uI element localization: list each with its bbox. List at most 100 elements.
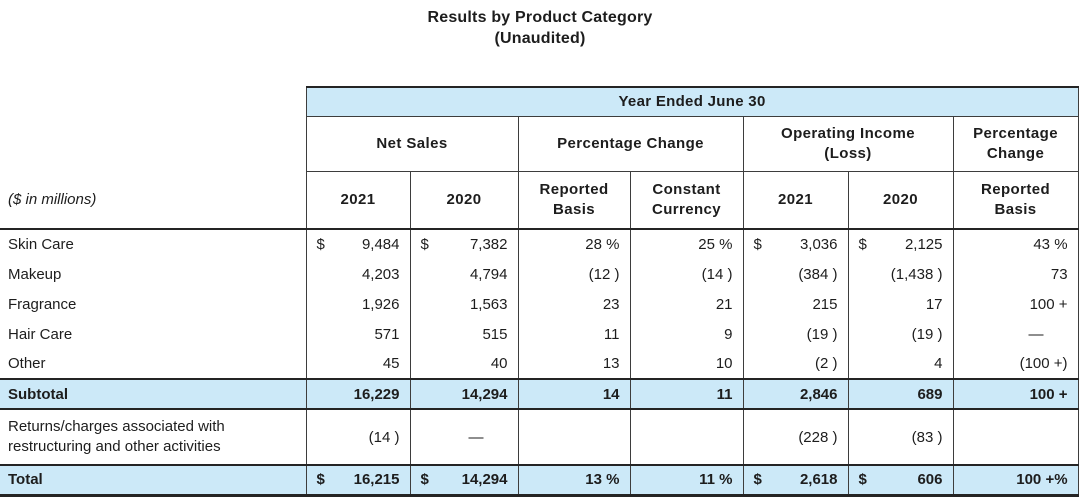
data-cell: $14,294 [409, 464, 519, 497]
data-cell: 25 % [629, 229, 744, 259]
row-label: Total [0, 464, 307, 497]
cell-value: 2,125 [904, 236, 943, 253]
cell-value: 7,382 [469, 236, 508, 253]
group-operating-income: Operating Income (Loss) [742, 115, 954, 172]
data-cell: 21 [629, 289, 744, 319]
data-cell: 571 [305, 319, 411, 349]
data-cell: 11 % [629, 464, 744, 497]
data-cell: (19 ) [742, 319, 849, 349]
dollar-sign: $ [316, 236, 325, 253]
data-cell: 28 % [517, 229, 631, 259]
data-cell: $3,036 [742, 229, 849, 259]
group-net-sales: Net Sales [305, 115, 519, 172]
table-row: Subtotal 16,229 14,294 14 11 2,846 689 100 + [0, 378, 1079, 410]
header-row-columns: ($ in millions) 2021 2020 Reported Basis… [0, 170, 1079, 230]
data-cell: 17 [847, 289, 954, 319]
data-cell: 100 +% [952, 464, 1079, 497]
group-percentage-change-2: Percentage Change [952, 115, 1079, 172]
data-cell: 11 [517, 319, 631, 349]
data-cell: 16,229 [305, 378, 411, 410]
data-cell: 43 % [952, 229, 1079, 259]
data-cell: $9,484 [305, 229, 411, 259]
data-cell: 23 [517, 289, 631, 319]
data-cell: 4 [847, 349, 954, 379]
data-cell: 10 [629, 349, 744, 379]
data-cell: 100 + [952, 289, 1079, 319]
data-cell: (14 ) [305, 409, 411, 465]
group-percentage-change: Percentage Change [517, 115, 744, 172]
data-cell: 14,294 [409, 378, 519, 410]
table-row: Other 45 40 13 10 (2 ) 4 (100 +) [0, 349, 1079, 379]
table-header: Year Ended June 30 Net Sales Percentage … [0, 86, 1079, 230]
title-block: Results by Product Category (Unaudited) [0, 0, 1080, 49]
data-cell: (12 ) [517, 259, 631, 289]
col-reported-basis: Reported Basis [517, 170, 631, 230]
header-row-groups: Net Sales Percentage Change Operating In… [0, 115, 1079, 172]
data-cell: 100 + [952, 378, 1079, 410]
cell-value: 3,036 [799, 236, 838, 253]
row-label: Returns/charges associated with restruct… [0, 409, 307, 465]
data-cell: 1,563 [409, 289, 519, 319]
data-cell: (384 ) [742, 259, 849, 289]
row-label: Skin Care [0, 229, 307, 259]
data-cell: 11 [629, 378, 744, 410]
data-cell: (19 ) [847, 319, 954, 349]
table-row: Makeup 4,203 4,794 (12 ) (14 ) (384 ) (1,438 )… [0, 259, 1079, 289]
data-cell: 14 [517, 378, 631, 410]
data-cell: — [952, 319, 1079, 349]
data-cell: 40 [409, 349, 519, 379]
dollar-sign: $ [858, 236, 867, 253]
dollar-sign: $ [316, 471, 325, 489]
col-reported-basis-2: Reported Basis [952, 170, 1079, 230]
header-corner [0, 116, 306, 171]
table-body: Skin Care $9,484 $7,382 28 % 25 % $3,036 $2,12… [0, 229, 1079, 497]
table-row: Total $16,215 $14,294 13 % 11 % $2,618 $606 100… [0, 464, 1079, 497]
dollar-sign: $ [858, 471, 867, 489]
cell-value: 606 [917, 471, 943, 489]
col-constant-currency: Constant Currency [629, 170, 744, 230]
data-cell: 515 [409, 319, 519, 349]
results-table: Year Ended June 30 Net Sales Percentage … [0, 86, 1079, 497]
col-2020-operating-income: 2020 [847, 170, 954, 230]
data-cell: 45 [305, 349, 411, 379]
dollar-sign: $ [420, 236, 429, 253]
data-cell [517, 409, 631, 465]
cell-value: 14,294 [461, 471, 508, 489]
data-cell: 689 [847, 378, 954, 410]
data-cell: (100 +) [952, 349, 1079, 379]
page-subtitle: (Unaudited) [494, 30, 586, 47]
data-cell: 215 [742, 289, 849, 319]
data-cell: 13 % [517, 464, 631, 497]
data-cell: $7,382 [409, 229, 519, 259]
data-cell [629, 409, 744, 465]
row-label: Fragrance [0, 289, 307, 319]
dollar-sign: $ [753, 236, 762, 253]
header-row-span: Year Ended June 30 [0, 86, 1079, 117]
unit-note: ($ in millions) [0, 171, 306, 230]
data-cell: $606 [847, 464, 954, 497]
dollar-sign: $ [753, 471, 762, 489]
data-cell: (228 ) [742, 409, 849, 465]
table-row: Hair Care 571 515 11 9 (19 ) (19 ) — [0, 319, 1079, 349]
data-cell [952, 409, 1079, 465]
data-cell: 1,926 [305, 289, 411, 319]
data-cell: 2,846 [742, 378, 849, 410]
table-row: Fragrance 1,926 1,563 23 21 215 17 100 + [0, 289, 1079, 319]
col-2020-net-sales: 2020 [409, 170, 519, 230]
year-ended-header: Year Ended June 30 [305, 86, 1079, 117]
data-cell: $2,125 [847, 229, 954, 259]
data-cell: (1,438 ) [847, 259, 954, 289]
page-title: Results by Product Category [427, 9, 653, 26]
data-cell: 73 [952, 259, 1079, 289]
col-label: Reported Basis [539, 180, 609, 218]
row-label: Makeup [0, 259, 307, 289]
row-label: Subtotal [0, 378, 307, 410]
col-label: Constant Currency [651, 180, 722, 218]
group-label: Net Sales [376, 134, 448, 152]
data-cell: 4,203 [305, 259, 411, 289]
data-cell: 4,794 [409, 259, 519, 289]
dollar-sign: $ [420, 471, 429, 489]
group-label: Percentage Change [973, 124, 1058, 162]
row-label: Other [0, 349, 307, 379]
